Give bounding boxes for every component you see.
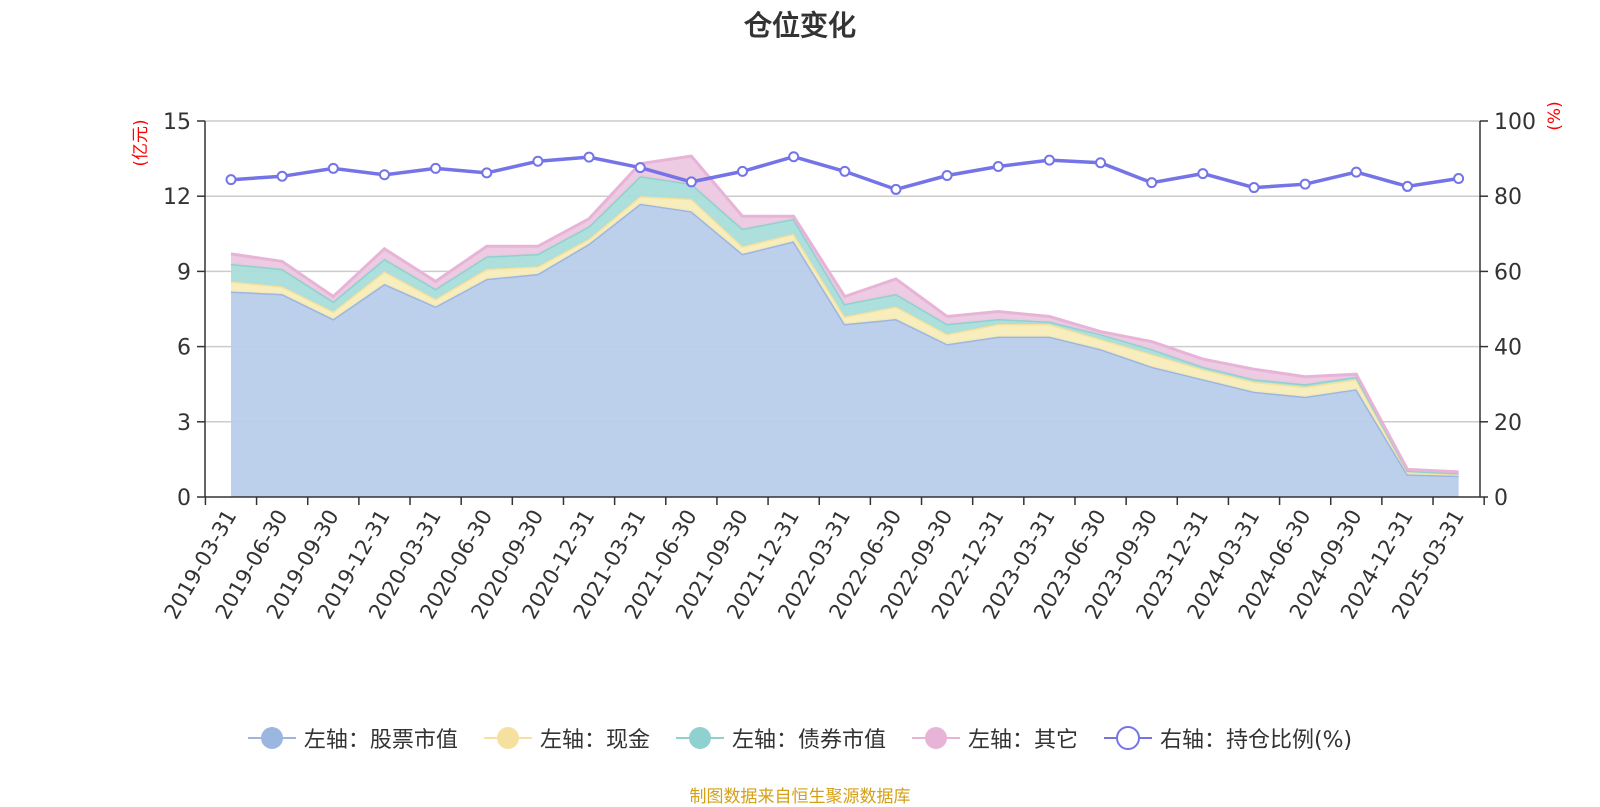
- legend: 左轴：股票市值 左轴：现金 左轴：债券市值 左轴：其它 右轴：持仓比例(%): [0, 722, 1600, 754]
- ratio-point: [225, 174, 237, 186]
- ratio-point: [327, 162, 339, 174]
- legend-item[interactable]: 左轴：现金: [483, 722, 650, 754]
- ratio-point: [634, 162, 646, 174]
- ratio-point: [737, 165, 748, 177]
- right-tick-label: 0: [1494, 486, 1508, 511]
- ratio-point: [941, 170, 953, 182]
- left-tick-label: 12: [163, 185, 191, 210]
- right-axis-label: (%): [1545, 101, 1565, 130]
- ratio-point: [532, 155, 544, 167]
- ratio-point: [788, 151, 800, 163]
- ratio-point: [685, 176, 697, 188]
- ratio-point: [378, 169, 390, 181]
- right-tick-label: 100: [1494, 110, 1536, 135]
- right-tick-label: 40: [1494, 336, 1522, 361]
- left-tick-label: 9: [177, 260, 191, 285]
- legend-marker-icon: [483, 727, 532, 749]
- legend-label: 左轴：现金: [539, 728, 650, 753]
- legend-marker-icon: [675, 727, 724, 749]
- legend-label: 左轴：其它: [967, 728, 1078, 753]
- legend-item[interactable]: 右轴：持仓比例(%): [1103, 722, 1353, 754]
- left-axis-label: (亿元): [131, 119, 151, 166]
- ratio-point: [1095, 157, 1107, 169]
- right-tick-label: 60: [1494, 260, 1522, 285]
- ratio-point: [890, 183, 902, 195]
- ratio-point: [839, 165, 851, 177]
- ratio-point: [1453, 173, 1465, 185]
- ratio-point: [481, 167, 493, 179]
- left-tick-label: 15: [163, 110, 191, 135]
- legend-item[interactable]: 左轴：股票市值: [247, 722, 458, 754]
- ratio-point: [992, 160, 1004, 172]
- legend-item[interactable]: 左轴：其它: [911, 722, 1078, 754]
- ratio-point: [1197, 168, 1209, 180]
- ratio-point: [1299, 178, 1311, 190]
- ratio-point: [1043, 154, 1055, 166]
- stacked-areas: [230, 154, 1459, 497]
- legend-marker-icon: [1103, 726, 1152, 750]
- ratio-point: [1248, 182, 1260, 194]
- ratio-point: [430, 162, 442, 174]
- left-tick-label: 0: [177, 486, 191, 511]
- legend-item[interactable]: 左轴：债券市值: [675, 722, 886, 754]
- source-note: 制图数据来自恒生聚源数据库: [689, 787, 911, 807]
- legend-label: 左轴：债券市值: [731, 728, 886, 753]
- area-series: [231, 203, 1459, 497]
- right-tick-label: 80: [1494, 185, 1522, 210]
- ratio-line-series: [225, 151, 1465, 195]
- chart-title: 仓位变化: [743, 9, 856, 42]
- legend-marker-icon: [911, 727, 960, 749]
- legend-marker-icon: [247, 727, 296, 749]
- legend-label: 左轴：股票市值: [303, 728, 458, 753]
- legend-label: 右轴：持仓比例(%): [1159, 728, 1353, 753]
- area-series-line: [230, 154, 1459, 474]
- ratio-point: [583, 151, 595, 163]
- ratio-point: [1146, 177, 1158, 189]
- right-tick-label: 20: [1494, 411, 1522, 436]
- ratio-point: [1350, 166, 1362, 178]
- ratio-point: [1401, 180, 1413, 192]
- left-tick-label: 3: [177, 411, 191, 436]
- ratio-point: [276, 170, 288, 182]
- left-tick-label: 6: [177, 336, 191, 361]
